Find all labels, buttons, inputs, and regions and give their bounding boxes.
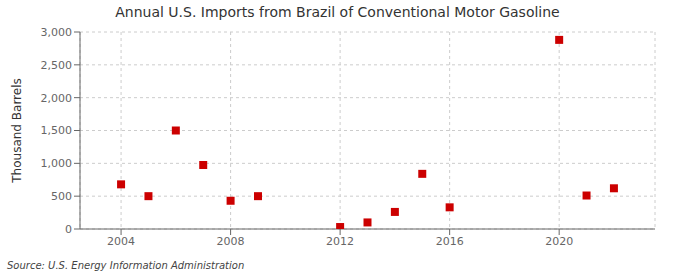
svg-text:1,000: 1,000 xyxy=(41,157,73,170)
svg-text:2,000: 2,000 xyxy=(41,92,73,105)
svg-text:2020: 2020 xyxy=(545,235,573,248)
svg-text:1,500: 1,500 xyxy=(41,124,73,137)
html-text:Annual U.S. Imports from Brazi: Annual U.S. Imports from Brazil of Conve… xyxy=(115,4,560,20)
svg-text:500: 500 xyxy=(51,190,72,203)
svg-text:2008: 2008 xyxy=(217,235,245,248)
svg-text:0: 0 xyxy=(65,223,72,236)
svg-text:Thousand Barrels: Thousand Barrels xyxy=(10,78,24,183)
svg-text:2,500: 2,500 xyxy=(41,59,73,72)
svg-text:2004: 2004 xyxy=(107,235,135,248)
html-text:Source: U.S. Energy Informatio: Source: U.S. Energy Information Administ… xyxy=(7,260,245,271)
svg-text:2016: 2016 xyxy=(436,235,464,248)
svg-text:2012: 2012 xyxy=(326,235,354,248)
svg-text:3,000: 3,000 xyxy=(41,26,73,39)
